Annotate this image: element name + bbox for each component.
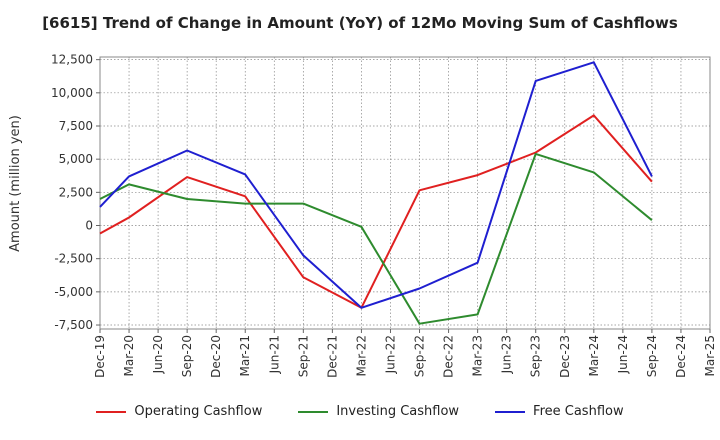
x-tick-label: Mar-21 (238, 335, 252, 376)
x-tick-label: Dec-22 (442, 335, 456, 378)
y-tick-label: -5,000 (54, 285, 93, 299)
x-tick-label: Mar-20 (122, 335, 136, 376)
y-tick-label: 5,000 (59, 152, 93, 166)
y-tick-label: 12,500 (51, 53, 93, 67)
x-tick-label: Jun-22 (383, 335, 397, 374)
x-tick-label: Sep-24 (645, 335, 659, 377)
legend-item-operating: Operating Cashflow (96, 404, 262, 419)
x-tick-label: Dec-20 (209, 335, 223, 378)
legend-label-operating: Operating Cashflow (134, 404, 263, 419)
y-tick-label: 0 (85, 219, 93, 233)
legend-label-free: Free Cashflow (533, 404, 624, 419)
y-tick-label: -2,500 (54, 252, 93, 266)
x-tick-label: Jun-23 (500, 335, 514, 374)
y-tick-label: 10,000 (51, 86, 93, 100)
x-tick-label: Sep-20 (180, 335, 194, 377)
chart-title: [6615] Trend of Change in Amount (YoY) o… (42, 14, 678, 32)
x-tick-label: Sep-23 (529, 335, 543, 377)
x-tick-label: Mar-25 (703, 335, 717, 376)
x-tick-label: Mar-22 (354, 335, 368, 376)
x-tick-label: Jun-24 (616, 335, 630, 374)
x-tick-label: Sep-22 (413, 335, 427, 377)
x-tick-label: Sep-21 (296, 335, 310, 377)
series-line-investing (99, 152, 653, 325)
x-tick-label: Mar-23 (471, 335, 485, 376)
legend-item-free: Free Cashflow (495, 404, 624, 419)
x-tick-label: Jun-20 (151, 335, 165, 374)
legend-label-investing: Investing Cashflow (336, 404, 460, 419)
x-tick-label: Jun-21 (267, 335, 281, 374)
legend-swatch-investing (298, 410, 329, 413)
legend-item-investing: Investing Cashflow (298, 404, 459, 419)
legend: Operating Cashflow Investing Cashflow Fr… (0, 404, 720, 419)
y-tick-label: 7,500 (59, 119, 93, 133)
series-line-free (99, 61, 653, 309)
y-tick-label: -7,500 (54, 318, 93, 332)
legend-swatch-operating (96, 410, 127, 413)
x-tick-label: Dec-21 (325, 335, 339, 378)
legend-swatch-free (495, 410, 526, 413)
y-tick-label: 2,500 (59, 185, 93, 199)
x-tick-label: Dec-23 (558, 335, 572, 378)
x-tick-label: Mar-24 (587, 335, 601, 376)
x-tick-label: Dec-24 (674, 335, 688, 378)
plot-area (99, 56, 711, 330)
x-tick-label: Dec-19 (93, 335, 107, 378)
